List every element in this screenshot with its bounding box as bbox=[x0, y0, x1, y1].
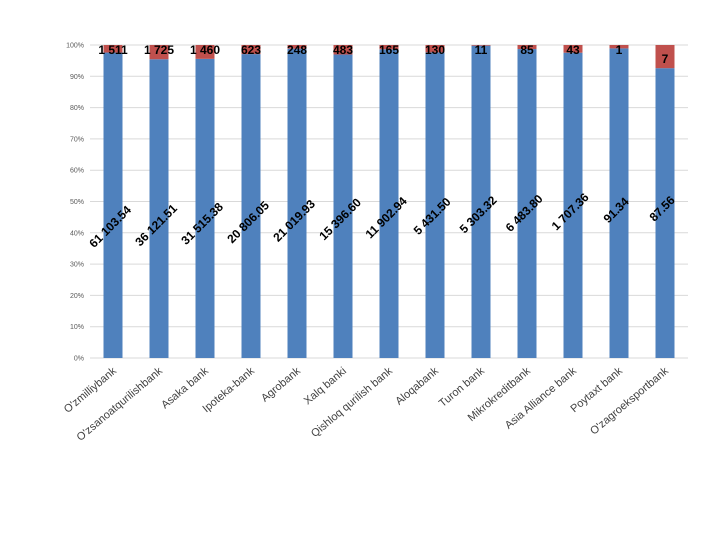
bar-segment-series-2 bbox=[103, 45, 123, 53]
bar-segment-series-2 bbox=[563, 45, 583, 53]
y-tick-label: 40% bbox=[70, 230, 84, 237]
bar-segment-series-1 bbox=[609, 48, 629, 358]
data-label-series-2: 1 511 bbox=[98, 43, 128, 57]
data-label-series-2: 623 bbox=[241, 43, 261, 57]
data-label-series-2: 165 bbox=[379, 43, 399, 57]
y-tick-label: 20% bbox=[70, 293, 84, 300]
data-label-series-2: 483 bbox=[333, 43, 353, 57]
data-label-series-2: 1 725 bbox=[144, 43, 174, 57]
bar-segment-series-1 bbox=[471, 45, 491, 358]
y-tick-label: 0% bbox=[74, 356, 84, 363]
bar-segment-series-2 bbox=[149, 45, 169, 60]
bar-segment-series-2 bbox=[379, 45, 399, 50]
bar-segment-series-2 bbox=[195, 45, 215, 59]
bar-segment-series-2 bbox=[287, 45, 307, 49]
data-label-series-2: 130 bbox=[425, 43, 445, 57]
y-tick-label: 100% bbox=[66, 43, 84, 50]
bar-segment-series-1 bbox=[103, 52, 123, 358]
data-label-series-2: 1 bbox=[616, 43, 623, 57]
data-label-series-2: 248 bbox=[287, 43, 307, 57]
category-label: Agrobank bbox=[259, 365, 303, 405]
data-label-series-2: 1 460 bbox=[190, 43, 220, 57]
y-tick-label: 70% bbox=[70, 136, 84, 143]
bar-segment-series-1 bbox=[333, 54, 353, 359]
bar-segment-series-2 bbox=[517, 45, 537, 50]
y-tick-label: 50% bbox=[70, 199, 84, 206]
y-tick-label: 80% bbox=[70, 105, 84, 112]
bar-segment-series-1 bbox=[149, 59, 169, 359]
category-label: O'zagroeksportbank bbox=[588, 365, 671, 438]
bar-segment-series-1 bbox=[241, 54, 261, 358]
bar-segment-series-1 bbox=[425, 52, 445, 358]
bar-segment-series-1 bbox=[287, 48, 307, 359]
bar-segment-series-2 bbox=[655, 45, 675, 69]
y-tick-label: 30% bbox=[70, 262, 84, 269]
bar-segment-series-1 bbox=[517, 49, 537, 359]
bar-segment-series-2 bbox=[425, 45, 445, 53]
y-tick-label: 60% bbox=[70, 168, 84, 175]
category-label: Xalq banki bbox=[302, 365, 349, 407]
data-label-series-2: 7 bbox=[662, 52, 669, 66]
y-tick-label: 90% bbox=[70, 74, 84, 81]
y-tick-label: 10% bbox=[70, 324, 84, 331]
category-label: Qishloq qurilish bank bbox=[309, 365, 395, 440]
bar-segment-series-1 bbox=[379, 49, 399, 359]
data-label-series-2: 43 bbox=[566, 43, 580, 57]
bar-segment-series-2 bbox=[471, 45, 491, 46]
category-label: O'zsanoatqurilishbank bbox=[75, 365, 166, 444]
bar-segment-series-1 bbox=[563, 52, 583, 359]
category-label: Aloqabank bbox=[393, 365, 441, 408]
bar-segment-series-1 bbox=[195, 58, 215, 359]
bar-segment-series-2 bbox=[241, 45, 261, 55]
data-label-series-2: 11 bbox=[475, 43, 488, 57]
bar-segment-series-2 bbox=[333, 45, 353, 55]
bar-segment-series-2 bbox=[609, 45, 629, 49]
bar-segment-series-1 bbox=[655, 68, 675, 358]
data-label-series-2: 85 bbox=[520, 43, 534, 57]
